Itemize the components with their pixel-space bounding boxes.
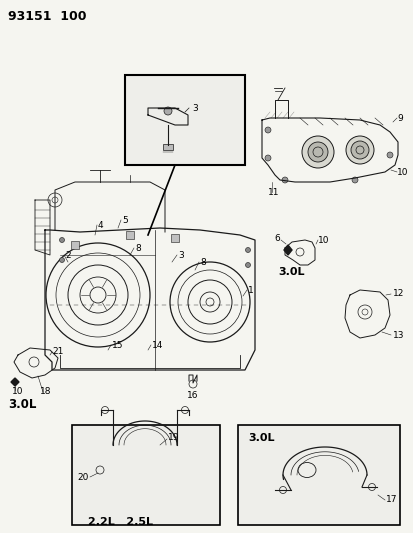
Text: 10: 10: [396, 167, 408, 176]
Text: 9: 9: [396, 114, 402, 123]
Circle shape: [351, 177, 357, 183]
FancyBboxPatch shape: [163, 144, 173, 150]
Text: 6: 6: [273, 233, 279, 243]
Text: 17: 17: [385, 496, 396, 505]
Text: 4: 4: [98, 221, 103, 230]
FancyBboxPatch shape: [237, 425, 399, 525]
Text: 18: 18: [40, 387, 51, 397]
FancyBboxPatch shape: [126, 231, 134, 239]
Circle shape: [264, 155, 271, 161]
Circle shape: [59, 257, 64, 262]
Text: 3: 3: [178, 251, 183, 260]
Text: 3.0L: 3.0L: [277, 267, 304, 277]
Text: 3.0L: 3.0L: [247, 433, 274, 443]
Circle shape: [301, 136, 333, 168]
FancyBboxPatch shape: [171, 234, 178, 242]
Text: 16: 16: [187, 391, 198, 400]
Text: 10: 10: [317, 236, 329, 245]
Text: 21: 21: [52, 348, 63, 357]
Text: 14: 14: [152, 341, 163, 350]
Text: 2.2L   2.5L: 2.2L 2.5L: [88, 517, 153, 527]
Circle shape: [264, 127, 271, 133]
Circle shape: [345, 136, 373, 164]
Circle shape: [350, 141, 368, 159]
Text: 93151  100: 93151 100: [8, 10, 86, 23]
Text: 11: 11: [267, 188, 279, 197]
Circle shape: [59, 238, 64, 243]
Circle shape: [281, 177, 287, 183]
Text: 19: 19: [168, 433, 179, 442]
Text: 12: 12: [392, 288, 404, 297]
Circle shape: [386, 152, 392, 158]
Polygon shape: [11, 378, 19, 386]
Circle shape: [245, 247, 250, 253]
Polygon shape: [283, 245, 291, 255]
Text: 3.0L: 3.0L: [8, 399, 36, 411]
Text: 2: 2: [65, 251, 71, 260]
FancyBboxPatch shape: [71, 241, 79, 249]
Text: 15: 15: [112, 341, 123, 350]
Text: 13: 13: [392, 330, 404, 340]
Text: 10: 10: [12, 387, 24, 397]
FancyBboxPatch shape: [72, 425, 219, 525]
Text: 8: 8: [135, 244, 140, 253]
Circle shape: [164, 107, 171, 115]
Circle shape: [307, 142, 327, 162]
Text: 1: 1: [247, 286, 253, 295]
Text: 8: 8: [199, 257, 205, 266]
Text: 5: 5: [122, 215, 128, 224]
Circle shape: [245, 262, 250, 268]
FancyBboxPatch shape: [125, 75, 244, 165]
Text: 3: 3: [192, 103, 197, 112]
Text: 20: 20: [78, 473, 89, 482]
